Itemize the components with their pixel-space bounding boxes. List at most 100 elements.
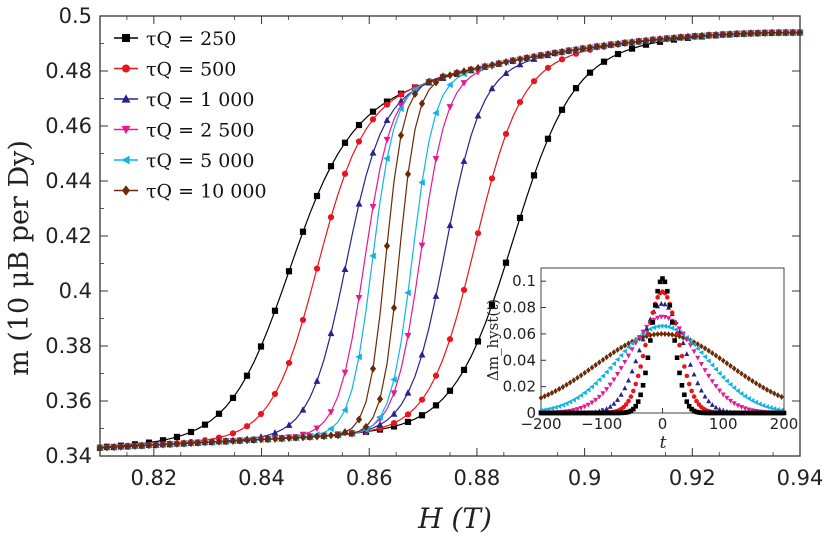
inset-data-point xyxy=(651,324,657,331)
data-point xyxy=(341,170,349,177)
inset-data-point xyxy=(550,410,556,416)
inset-data-point xyxy=(660,276,665,281)
inset-data-point xyxy=(571,377,577,384)
inset-data-point xyxy=(631,406,636,412)
data-point xyxy=(257,410,265,418)
data-point xyxy=(446,104,454,111)
inset-data-point xyxy=(596,377,602,383)
inset-series-5000 xyxy=(538,323,784,414)
data-point xyxy=(215,437,223,446)
inset-data-point xyxy=(665,295,670,300)
inset-x-tick-label: 200 xyxy=(770,415,799,433)
inset-data-point xyxy=(616,410,622,416)
data-point xyxy=(390,303,398,312)
inset-data-point xyxy=(604,410,609,416)
data-point xyxy=(537,51,545,60)
inset-y-tick-label: 0 xyxy=(526,404,536,422)
y-tick-label: 0.4 xyxy=(59,279,92,303)
data-point xyxy=(642,41,650,48)
data-point xyxy=(131,441,139,450)
inset-data-point xyxy=(606,410,612,416)
inset-data-point xyxy=(747,410,753,416)
inset-data-point xyxy=(713,352,719,359)
inset-data-point xyxy=(635,373,641,379)
inset-data-point xyxy=(593,397,599,403)
data-point xyxy=(313,192,321,200)
inset-data-point xyxy=(774,410,780,416)
inset-data-point xyxy=(723,410,728,416)
inset-data-point xyxy=(684,399,690,404)
inset-data-point xyxy=(635,399,641,404)
inset-data-point xyxy=(625,377,632,383)
inset-data-point xyxy=(556,386,562,393)
legend-label: τQ = 250 xyxy=(146,28,236,50)
data-point xyxy=(705,31,713,40)
data-point xyxy=(383,136,391,144)
inset-data-point xyxy=(679,383,685,388)
inset-y-label: Δm_hyst(t) xyxy=(484,299,502,381)
inset-data-point xyxy=(538,410,544,416)
main-series-group xyxy=(96,28,804,452)
inset-data-point xyxy=(738,405,745,410)
inset-data-point xyxy=(711,410,716,416)
inset-data-point xyxy=(687,343,693,348)
data-point xyxy=(558,106,566,113)
x-tick-label: 0.94 xyxy=(777,466,824,490)
data-point xyxy=(544,64,552,71)
inset-data-point xyxy=(614,356,620,363)
y-tick-label: 0.34 xyxy=(45,444,92,468)
inset-data-point xyxy=(618,410,624,416)
inset-data-point xyxy=(705,358,711,364)
inset-data-point xyxy=(545,406,551,412)
data-point xyxy=(313,377,321,384)
data-point xyxy=(369,108,377,115)
inset-data-point xyxy=(597,410,602,416)
inset-data-point xyxy=(717,406,723,412)
data-point xyxy=(460,80,468,87)
data-point xyxy=(495,59,503,68)
data-point xyxy=(474,111,482,119)
inset-data-point xyxy=(654,323,660,330)
inset-data-point xyxy=(548,410,554,416)
inset-data-point xyxy=(684,337,690,342)
inset-data-point xyxy=(694,398,699,404)
inset-data-point xyxy=(567,399,573,405)
inset-data-point xyxy=(553,410,558,416)
inset-data-point xyxy=(565,410,571,416)
inset-data-point xyxy=(742,373,748,380)
inset-data-point xyxy=(644,325,650,331)
data-point xyxy=(481,62,489,71)
inset-data-point xyxy=(618,366,624,371)
inset-data-point xyxy=(607,403,613,409)
inset-data-point xyxy=(687,361,693,367)
inset-data-point xyxy=(735,388,740,394)
inset-data-point xyxy=(742,410,748,416)
data-point xyxy=(789,28,797,37)
inset-data-point xyxy=(695,355,701,361)
y-tick-label: 0.48 xyxy=(45,59,92,83)
data-point xyxy=(446,387,454,394)
inset-data-point xyxy=(674,331,680,337)
data-point xyxy=(355,121,363,129)
legend-marker xyxy=(122,64,130,73)
data-point xyxy=(474,230,482,237)
data-point xyxy=(558,56,566,63)
x-tick-label: 0.86 xyxy=(346,466,393,490)
data-point xyxy=(418,412,426,419)
data-point xyxy=(418,179,425,186)
inset-data-point xyxy=(623,402,629,407)
inset-data-point xyxy=(709,402,715,407)
data-point xyxy=(530,172,538,179)
inset-data-point xyxy=(702,345,708,352)
data-point xyxy=(229,436,237,445)
inset-data-point xyxy=(618,352,624,358)
data-point xyxy=(341,406,348,414)
inset-data-point xyxy=(706,398,712,404)
inset-data-point xyxy=(650,320,656,325)
inset-data-point xyxy=(662,330,668,337)
data-point xyxy=(327,329,335,337)
inset-data-point xyxy=(607,382,613,388)
inset-data-point xyxy=(779,410,784,416)
inset-data-point xyxy=(701,410,707,416)
inset-data-point xyxy=(728,398,734,404)
